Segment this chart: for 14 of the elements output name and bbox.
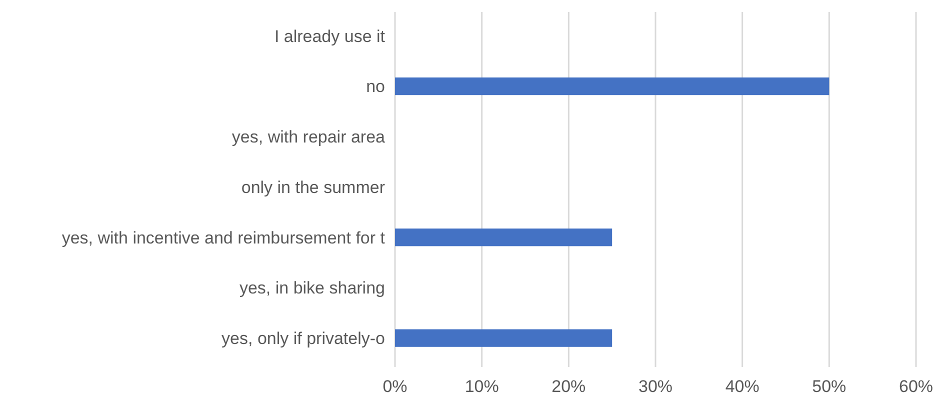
x-tick-label: 20%: [552, 377, 586, 396]
y-tick-label: no: [366, 77, 385, 96]
x-tick-label: 10%: [464, 377, 499, 396]
y-tick-label: I already use it: [274, 26, 386, 46]
y-tick-label: yes, with repair area: [232, 128, 386, 147]
x-tick-label: 40%: [725, 377, 760, 396]
x-tick-label: 0%: [382, 377, 408, 396]
y-tick-label: yes, with incentive and reimbursement for t: [62, 228, 386, 248]
x-tick-label: 30%: [638, 377, 673, 396]
x-tick-label: 50%: [812, 377, 846, 396]
y-tick-label: yes, only if privately-o: [222, 329, 385, 348]
y-tick-label: yes, in bike sharing: [239, 278, 385, 298]
x-tick-label: 60%: [898, 377, 934, 396]
y-tick-label: only in the summer: [241, 178, 386, 197]
